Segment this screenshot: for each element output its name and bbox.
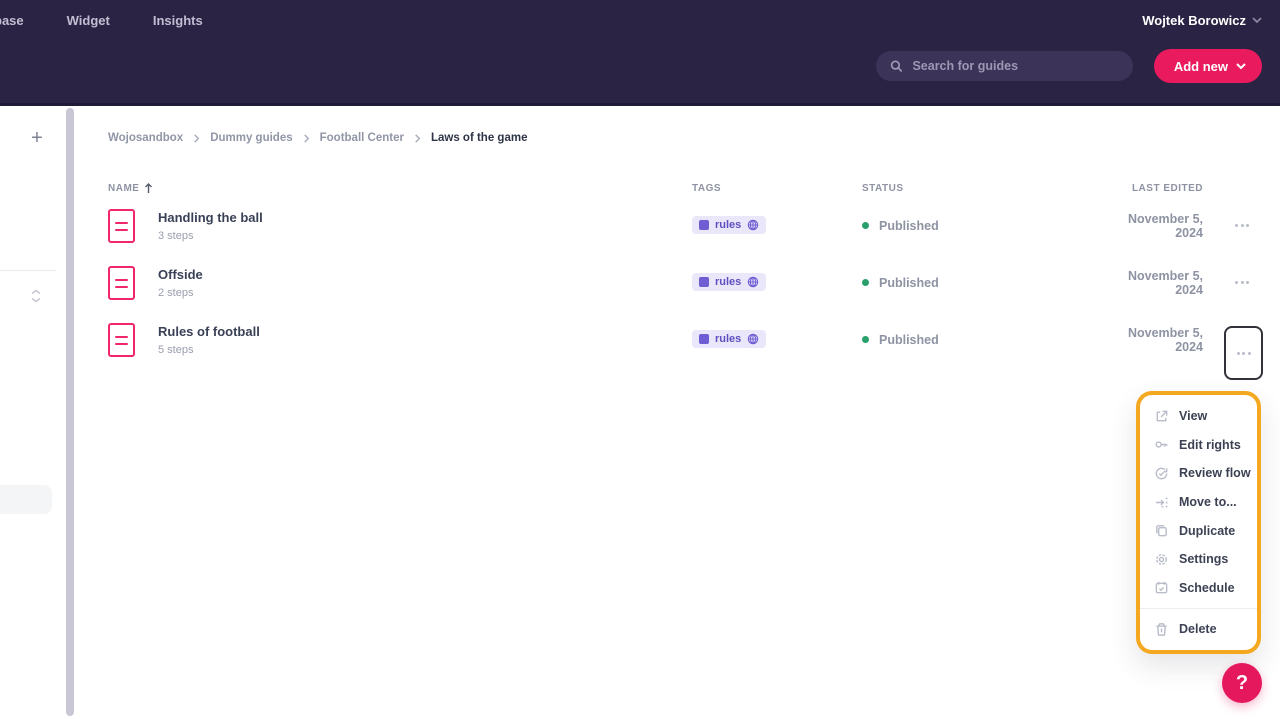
move-to-icon [1155, 497, 1168, 507]
row-actions-button[interactable] [1233, 218, 1251, 233]
breadcrumb-current: Laws of the game [430, 132, 528, 144]
main-nav: base Widget Insights Wojtek Borowicz [0, 0, 1280, 40]
chevron-down-icon [1236, 63, 1246, 70]
user-name: Wojtek Borowicz [1142, 12, 1246, 28]
tag-badge[interactable]: rules [692, 216, 767, 234]
trash-icon [1156, 623, 1167, 636]
topbar: base Widget Insights Wojtek Borowicz Add… [0, 0, 1280, 106]
breadcrumb-item[interactable]: Wojosandbox [108, 132, 184, 144]
tag-label: rules [715, 219, 742, 231]
breadcrumb-item[interactable]: Dummy guides [210, 132, 293, 144]
tag-label: rules [715, 276, 742, 288]
menu-item-view[interactable]: View [1140, 402, 1257, 431]
globe-icon [748, 219, 759, 231]
nav-item-insights[interactable]: Insights [152, 12, 203, 28]
scrollbar-thumb[interactable] [66, 108, 74, 716]
status-label: Published [879, 332, 939, 347]
nav-item-widget[interactable]: Widget [66, 12, 110, 28]
collapse-sidebar-icon[interactable] [28, 288, 44, 304]
status-dot [862, 336, 869, 343]
last-edited-date: November 5, 2024 [1127, 325, 1203, 354]
guide-steps: 3 steps [158, 229, 194, 242]
tag-color-swatch [699, 334, 709, 344]
duplicate-icon [1156, 525, 1167, 537]
gear-icon [1156, 553, 1167, 565]
table-row[interactable]: Handling the ball 3 steps rules Publishe… [108, 197, 1280, 254]
status-dot [862, 222, 869, 229]
menu-item-move-to[interactable]: Move to... [1140, 488, 1257, 517]
guide-name: Offside [158, 266, 203, 282]
schedule-icon [1155, 582, 1168, 594]
row-actions-button[interactable] [1233, 275, 1251, 290]
tag-badge[interactable]: rules [692, 330, 767, 348]
sort-ascending-icon [145, 182, 153, 193]
search-bar[interactable] [875, 51, 1133, 81]
table-row[interactable]: Offside 2 steps rules Published November… [108, 254, 1280, 311]
menu-item-delete[interactable]: Delete [1140, 615, 1257, 644]
menu-item-schedule[interactable]: Schedule [1140, 574, 1257, 603]
sidebar-divider [0, 270, 56, 271]
tag-label: rules [715, 333, 742, 345]
nav-item-base[interactable]: base [0, 12, 24, 28]
breadcrumb-item[interactable]: Football Center [319, 132, 404, 144]
ellipsis-icon [1235, 346, 1253, 361]
tag-badge[interactable]: rules [692, 273, 767, 291]
menu-item-review-flow[interactable]: Review flow [1140, 459, 1257, 488]
sidebar: + [0, 106, 64, 719]
globe-icon [748, 333, 759, 345]
add-folder-button[interactable]: + [26, 127, 48, 149]
help-button[interactable]: ? [1222, 663, 1262, 703]
column-header-status[interactable]: STATUS [862, 182, 904, 194]
menu-divider [1140, 608, 1257, 610]
last-edited-date: November 5, 2024 [1127, 268, 1203, 297]
search-input[interactable] [912, 59, 1119, 73]
column-header-last-edited[interactable]: LAST EDITED [1131, 182, 1203, 194]
search-icon [890, 60, 903, 72]
menu-item-duplicate[interactable]: Duplicate [1140, 516, 1257, 545]
toolbar: Add new [0, 40, 1280, 92]
status-label: Published [879, 275, 939, 290]
main-content: Wojosandbox Dummy guides Football Center… [80, 106, 1280, 719]
chevron-right-icon [415, 133, 421, 143]
tag-color-swatch [699, 220, 709, 230]
globe-icon [748, 276, 759, 288]
add-new-button[interactable]: Add new [1153, 49, 1262, 83]
guide-document-icon [108, 322, 135, 357]
external-link-icon [1156, 410, 1168, 422]
vertical-scrollbar[interactable] [66, 108, 75, 716]
chevron-right-icon [303, 133, 309, 143]
menu-item-edit-rights[interactable]: Edit rights [1140, 431, 1257, 460]
column-header-name[interactable]: NAME [108, 183, 692, 194]
guide-name: Rules of football [158, 323, 260, 339]
menu-item-settings[interactable]: Settings [1140, 545, 1257, 574]
guide-steps: 5 steps [158, 343, 194, 356]
guide-name: Handling the ball [158, 209, 263, 225]
guides-table: NAME TAGS STATUS LAST EDITED Handling th… [108, 179, 1280, 368]
status-label: Published [879, 218, 939, 233]
guide-document-icon [108, 265, 135, 300]
user-menu[interactable]: Wojtek Borowicz [1142, 13, 1262, 28]
row-context-menu: View Edit rights Review flow Move to... … [1136, 391, 1261, 654]
last-edited-date: November 5, 2024 [1127, 211, 1203, 240]
column-header-tags[interactable]: TAGS [692, 182, 722, 194]
add-new-label: Add new [1173, 58, 1228, 74]
breadcrumb: Wojosandbox Dummy guides Football Center… [108, 132, 1280, 144]
status-dot [862, 279, 869, 286]
row-actions-button-focused[interactable] [1224, 326, 1263, 380]
guide-steps: 2 steps [158, 286, 194, 299]
table-row[interactable]: Rules of football 5 steps rules Publishe… [108, 311, 1280, 368]
sidebar-hover-item[interactable] [0, 485, 52, 514]
chevron-down-icon [1252, 17, 1262, 24]
key-icon [1155, 441, 1168, 449]
table-header: NAME TAGS STATUS LAST EDITED [108, 179, 1280, 197]
guide-document-icon [108, 208, 135, 243]
chevron-right-icon [194, 133, 200, 143]
review-check-icon [1155, 467, 1168, 480]
tag-color-swatch [699, 277, 709, 287]
